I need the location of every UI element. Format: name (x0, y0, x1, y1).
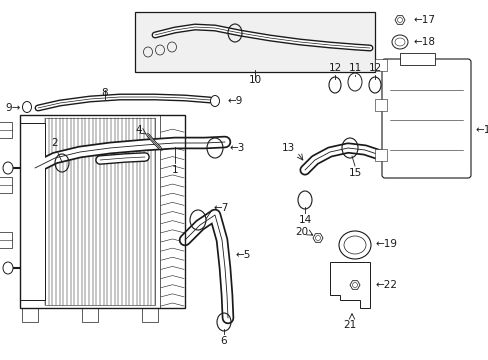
Text: ←17: ←17 (412, 15, 434, 25)
Text: 20: 20 (294, 227, 307, 237)
Bar (45, 118, 155, 305)
Ellipse shape (391, 35, 407, 49)
Text: 1: 1 (171, 165, 178, 175)
Ellipse shape (338, 231, 370, 259)
Bar (20, 115, 184, 308)
Text: 2: 2 (52, 138, 58, 148)
Text: 12: 12 (328, 63, 341, 73)
Bar (374, 149, 386, 161)
Text: 8: 8 (102, 88, 108, 98)
Text: 13: 13 (281, 143, 294, 153)
Text: ←18: ←18 (412, 37, 434, 47)
Ellipse shape (343, 236, 365, 254)
Bar (22, 308, 38, 322)
Text: 9→: 9→ (5, 103, 20, 113)
Text: ←5: ←5 (235, 250, 250, 260)
Text: 15: 15 (347, 168, 361, 178)
Bar (135, 12, 374, 72)
Polygon shape (329, 262, 369, 308)
Text: ←19: ←19 (374, 239, 396, 249)
FancyBboxPatch shape (381, 59, 470, 178)
Bar (399, 53, 434, 65)
Text: 12: 12 (367, 63, 381, 73)
Bar (0, 232, 12, 248)
Bar (0, 177, 12, 193)
Text: ←3: ←3 (229, 143, 245, 153)
Text: 14: 14 (298, 215, 311, 225)
Ellipse shape (394, 38, 404, 46)
Bar (0, 122, 12, 138)
Bar (374, 99, 386, 111)
Text: 10: 10 (248, 75, 261, 85)
Bar (20, 123, 45, 300)
Polygon shape (394, 16, 404, 24)
Bar (82, 308, 98, 322)
Polygon shape (349, 281, 359, 289)
Text: 4: 4 (135, 125, 142, 135)
Ellipse shape (397, 18, 402, 22)
Ellipse shape (352, 283, 357, 288)
Ellipse shape (210, 95, 219, 107)
Bar (160, 115, 184, 308)
Ellipse shape (315, 235, 320, 240)
Text: 21: 21 (343, 320, 356, 330)
Ellipse shape (3, 162, 13, 174)
Text: 11: 11 (347, 63, 361, 73)
Polygon shape (312, 234, 323, 242)
Text: 6: 6 (220, 336, 227, 346)
Bar (374, 59, 386, 71)
Text: ←22: ←22 (374, 280, 396, 290)
Text: ←7: ←7 (213, 203, 228, 213)
Text: ←9: ←9 (227, 96, 243, 106)
Bar (142, 308, 158, 322)
Ellipse shape (3, 262, 13, 274)
Text: ←16: ←16 (474, 125, 488, 135)
Ellipse shape (22, 102, 31, 112)
